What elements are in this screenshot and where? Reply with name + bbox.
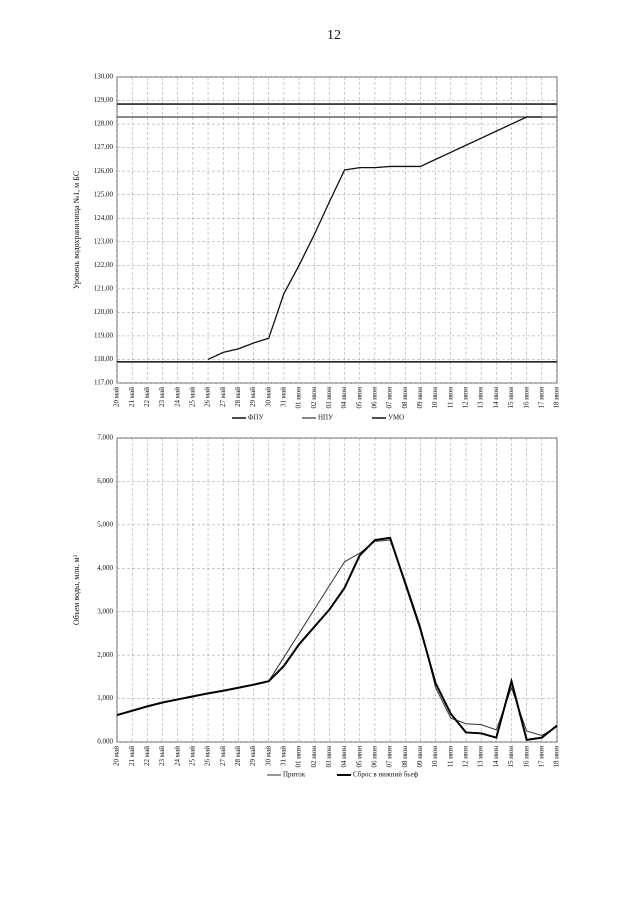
- x-tick-label: 31 май: [280, 387, 288, 407]
- y-axis-label: Уровень водохранилища №1, м БС: [72, 171, 81, 289]
- x-tick-label: 15 июн: [507, 746, 515, 768]
- x-tick-label: 17 июн: [537, 746, 545, 768]
- x-tick-label: 25 май: [188, 746, 196, 766]
- y-tick-label: 127,00: [94, 143, 114, 151]
- x-tick-label: 11 июн: [446, 387, 454, 408]
- y-tick-label: 128,00: [94, 120, 114, 128]
- x-tick-label: 14 июн: [492, 746, 500, 768]
- x-tick-label: 01 июн: [295, 387, 303, 409]
- x-tick-label: 26 май: [204, 387, 212, 407]
- y-tick-label: 121,00: [94, 284, 114, 292]
- x-tick-label: 06 июн: [371, 746, 379, 768]
- y-tick-label: 130,00: [94, 73, 114, 81]
- x-tick-label: 10 июн: [431, 387, 439, 409]
- x-tick-label: 16 июн: [522, 746, 530, 768]
- y-tick-label: 4,000: [97, 564, 113, 572]
- x-tick-label: 22 май: [143, 746, 151, 766]
- y-tick-label: 118,00: [94, 355, 113, 363]
- y-tick-label: 123,00: [94, 237, 114, 245]
- x-tick-label: 16 июн: [522, 387, 530, 409]
- x-tick-label: 14 июн: [492, 387, 500, 409]
- x-tick-label: 12 июн: [462, 387, 470, 409]
- x-tick-label: 04 июн: [340, 746, 348, 768]
- y-tick-label: 1,000: [97, 694, 113, 702]
- x-tick-label: 20 май: [113, 387, 121, 407]
- x-tick-label: 26 май: [204, 746, 212, 766]
- y-tick-label: 122,00: [94, 261, 114, 269]
- x-tick-label: 01 июн: [295, 746, 303, 768]
- x-tick-label: 18 июн: [553, 387, 561, 409]
- x-tick-label: 31 май: [280, 746, 288, 766]
- x-tick-label: 04 июн: [340, 387, 348, 409]
- x-tick-label: 23 май: [158, 387, 166, 407]
- y-tick-label: 125,00: [94, 190, 114, 198]
- x-tick-label: 21 май: [128, 746, 136, 766]
- x-tick-label: 20 май: [113, 746, 121, 766]
- x-tick-label: 07 июн: [386, 746, 394, 768]
- y-tick-label: 0,000: [97, 738, 113, 746]
- y-tick-label: 117,00: [94, 379, 113, 387]
- x-tick-label: 30 май: [264, 387, 272, 407]
- x-tick-label: 22 май: [143, 387, 151, 407]
- x-tick-label: 12 июн: [462, 746, 470, 768]
- y-tick-label: 119,00: [94, 332, 113, 340]
- series-line: [116, 536, 558, 741]
- x-tick-label: 07 июн: [386, 387, 394, 409]
- x-tick-label: 25 май: [188, 387, 196, 407]
- legend-label: Приток: [283, 771, 306, 779]
- x-tick-label: 27 май: [219, 387, 227, 407]
- x-tick-label: 13 июн: [477, 746, 485, 768]
- x-tick-label: 27 май: [219, 746, 227, 766]
- plot-area: [116, 437, 558, 743]
- x-tick-label: 18 июн: [553, 746, 561, 768]
- x-tick-label: 29 май: [249, 387, 257, 407]
- x-tick-label: 03 июн: [325, 746, 333, 768]
- x-tick-label: 09 июн: [416, 746, 424, 768]
- x-tick-label: 15 июн: [507, 387, 515, 409]
- y-tick-label: 7,000: [97, 434, 113, 442]
- series-line: [116, 539, 558, 737]
- x-tick-label: 02 июн: [310, 387, 318, 409]
- x-tick-label: 30 май: [264, 746, 272, 766]
- x-tick-label: 23 май: [158, 746, 166, 766]
- x-tick-label: 28 май: [234, 387, 242, 407]
- x-tick-label: 08 июн: [401, 746, 409, 768]
- y-tick-label: 129,00: [94, 96, 114, 104]
- x-tick-label: 05 июн: [355, 387, 363, 409]
- x-tick-label: 24 май: [173, 746, 181, 766]
- x-tick-label: 10 июн: [431, 746, 439, 768]
- y-tick-label: 120,00: [94, 308, 114, 316]
- x-tick-label: 08 июн: [401, 387, 409, 409]
- series-line: [207, 116, 542, 361]
- y-tick-label: 2,000: [97, 651, 113, 659]
- x-tick-label: 24 май: [173, 387, 181, 407]
- y-tick-label: 124,00: [94, 214, 114, 222]
- x-tick-label: 28 май: [234, 746, 242, 766]
- plot-area: [116, 76, 558, 384]
- y-axis-label: Объем воды, млн. м³: [72, 554, 81, 625]
- x-tick-label: 05 июн: [355, 746, 363, 768]
- x-tick-label: 21 май: [128, 387, 136, 407]
- x-tick-label: 03 июн: [325, 387, 333, 409]
- y-tick-label: 5,000: [97, 520, 113, 528]
- x-tick-label: 29 май: [249, 746, 257, 766]
- y-tick-label: 3,000: [97, 607, 113, 615]
- x-tick-label: 11 июн: [446, 746, 454, 767]
- y-tick-label: 126,00: [94, 167, 114, 175]
- x-tick-label: 06 июн: [371, 387, 379, 409]
- legend-label: ФПУ: [248, 414, 264, 422]
- x-tick-label: 02 июн: [310, 746, 318, 768]
- page-number: 12: [327, 28, 341, 43]
- x-tick-label: 09 июн: [416, 387, 424, 409]
- x-tick-label: 17 июн: [537, 387, 545, 409]
- legend-label: Сброс в нижний бьеф: [353, 771, 419, 779]
- y-tick-label: 6,000: [97, 477, 113, 485]
- legend-label: УМО: [388, 414, 404, 422]
- legend-label: НПУ: [318, 414, 333, 422]
- x-tick-label: 13 июн: [477, 387, 485, 409]
